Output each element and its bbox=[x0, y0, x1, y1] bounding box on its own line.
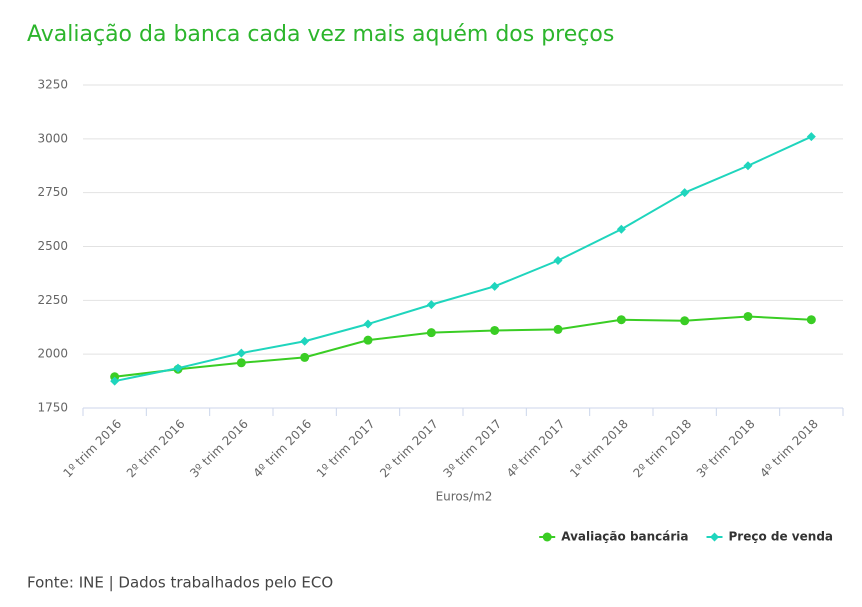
series-line bbox=[114, 315, 812, 378]
y-tick-label: 3000 bbox=[37, 131, 68, 145]
y-tick-label: 2250 bbox=[37, 293, 68, 307]
y-tick-label: 1750 bbox=[37, 401, 68, 415]
legend-label: Preço de venda bbox=[729, 530, 833, 544]
data-point bbox=[553, 324, 563, 334]
data-point bbox=[743, 161, 753, 171]
x-tick-label: 3º trim 2018 bbox=[694, 417, 758, 481]
x-axis-label: Euros/m2 bbox=[436, 490, 493, 504]
x-tick-label: 1º trim 2018 bbox=[567, 417, 631, 481]
x-tick-label: 4º trim 2016 bbox=[251, 417, 315, 481]
data-point bbox=[173, 363, 183, 373]
data-point bbox=[300, 336, 310, 346]
x-tick-label: 4º trim 2017 bbox=[504, 417, 568, 481]
x-tick-label: 3º trim 2016 bbox=[187, 417, 251, 481]
x-tick-label: 2º trim 2018 bbox=[631, 417, 695, 481]
y-tick-label: 2750 bbox=[37, 185, 68, 199]
data-point bbox=[616, 315, 626, 325]
chart-title: Avaliação da banca cada vez mais aquém d… bbox=[27, 22, 614, 47]
data-point bbox=[490, 325, 500, 335]
series-line bbox=[114, 135, 812, 383]
x-tick-label: 1º trim 2016 bbox=[61, 417, 125, 481]
x-tick-label: 4º trim 2018 bbox=[757, 417, 821, 481]
y-tick-label: 3250 bbox=[37, 78, 68, 92]
legend-marker bbox=[710, 532, 720, 542]
x-tick-label: 3º trim 2017 bbox=[441, 417, 505, 481]
data-point bbox=[806, 132, 816, 142]
data-point bbox=[363, 319, 373, 329]
x-tick-label: 1º trim 2017 bbox=[314, 417, 378, 481]
data-point bbox=[553, 255, 563, 265]
source: Fonte: INE | Dados trabalhados pelo ECO bbox=[27, 574, 333, 592]
data-point bbox=[110, 376, 120, 386]
data-point bbox=[680, 188, 690, 198]
data-point bbox=[363, 335, 373, 345]
y-tick-label: 2000 bbox=[37, 347, 68, 361]
data-point bbox=[236, 348, 246, 358]
data-point bbox=[616, 224, 626, 234]
data-point bbox=[806, 315, 816, 325]
data-point bbox=[743, 311, 753, 321]
x-tick-label: 2º trim 2016 bbox=[124, 417, 188, 481]
data-point bbox=[490, 281, 500, 291]
data-point bbox=[236, 358, 246, 368]
data-point bbox=[300, 352, 310, 362]
legend-marker bbox=[542, 532, 552, 542]
data-point bbox=[426, 328, 436, 338]
x-tick-label: 2º trim 2017 bbox=[377, 417, 441, 481]
data-point bbox=[680, 316, 690, 326]
y-tick-label: 2500 bbox=[37, 239, 68, 253]
legend-label: Avaliação bancária bbox=[561, 530, 688, 544]
data-point bbox=[426, 300, 436, 310]
